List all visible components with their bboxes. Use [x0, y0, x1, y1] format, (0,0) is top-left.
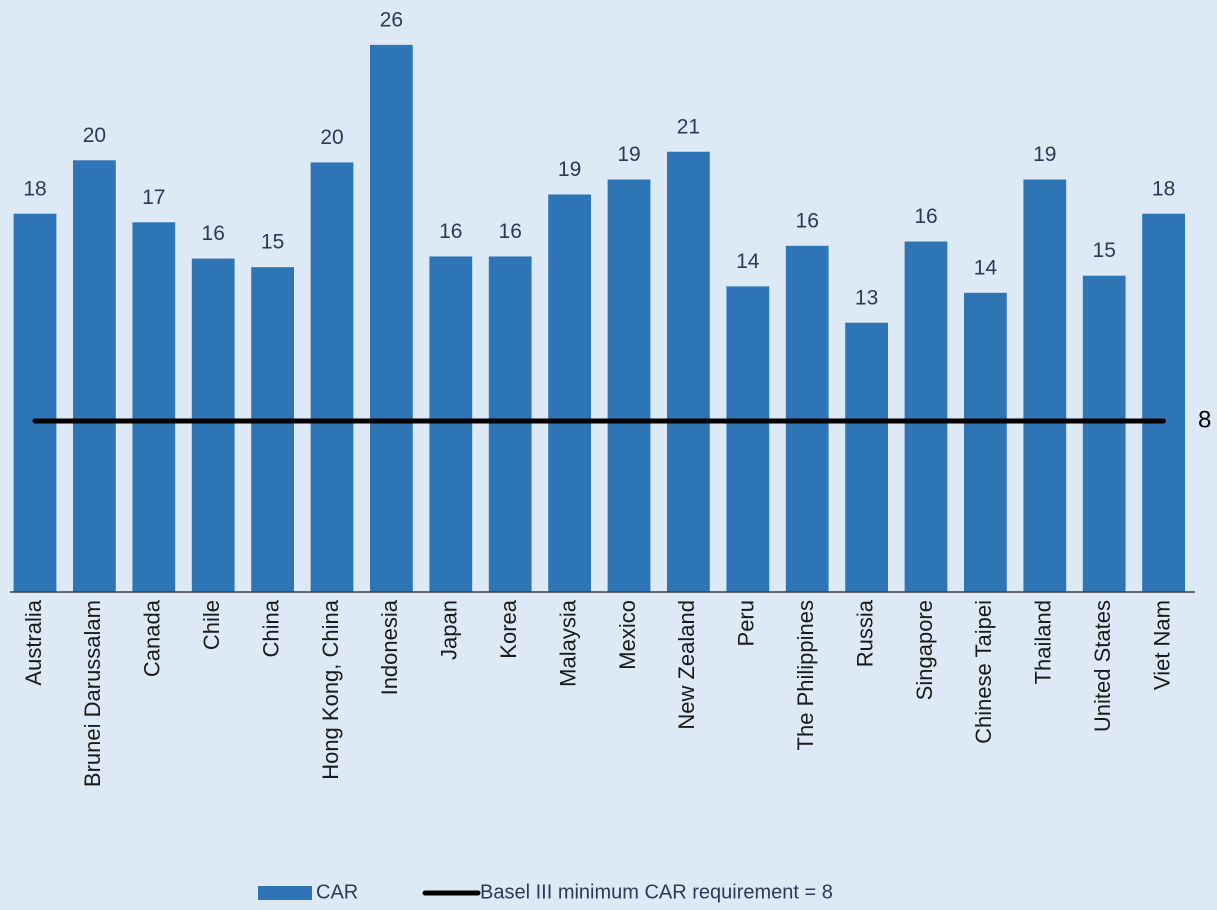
x-tick-label: Indonesia [377, 599, 402, 695]
x-tick-label: Korea [496, 599, 521, 658]
bar [1082, 275, 1126, 592]
x-tick-label: Thailand [1031, 600, 1056, 684]
legend-label: CAR [316, 881, 358, 903]
x-tick-label: Viet Nam [1149, 600, 1174, 690]
bar [251, 267, 294, 592]
bar [488, 256, 532, 592]
bar [1023, 179, 1067, 592]
data-label: 15 [261, 231, 284, 254]
x-tick-label: Peru [734, 600, 759, 646]
data-label: 14 [974, 256, 998, 279]
bar [310, 162, 354, 592]
bar [548, 194, 591, 592]
bar [1142, 213, 1185, 592]
data-label: 14 [736, 250, 760, 273]
data-label: 18 [1152, 177, 1175, 200]
legend-swatch [258, 886, 312, 900]
data-label: 18 [23, 177, 46, 200]
bar [370, 44, 413, 593]
threshold-label: 8 [1198, 406, 1211, 433]
x-tick-label: Chile [199, 600, 224, 650]
data-label: 16 [499, 220, 522, 243]
data-label: 16 [914, 205, 937, 228]
x-tick-label: Malaysia [555, 599, 580, 687]
data-label: 17 [142, 186, 165, 209]
x-tick-label: Mexico [615, 600, 640, 670]
x-tick-label: Russia [852, 599, 877, 667]
bar [132, 222, 176, 592]
data-label: 26 [380, 8, 403, 31]
bar [191, 258, 235, 592]
x-tick-label: Japan [437, 600, 462, 660]
bar [964, 292, 1007, 592]
data-label: 19 [617, 143, 640, 166]
data-label: 20 [320, 126, 343, 149]
x-tick-label: Australia [21, 599, 46, 685]
data-label: 16 [796, 209, 819, 232]
data-label: 16 [202, 222, 225, 245]
data-label: 20 [83, 124, 106, 147]
bar [13, 213, 57, 592]
legend-label: Basel III minimum CAR requirement = 8 [480, 881, 833, 903]
x-tick-label: Hong Kong, China [318, 599, 343, 780]
data-label: 13 [855, 286, 878, 309]
bar [667, 151, 710, 593]
bar [845, 322, 888, 592]
bar [904, 241, 948, 592]
data-label: 16 [439, 220, 462, 243]
data-label: 19 [1033, 143, 1056, 166]
x-tick-label: Chinese Taipei [971, 600, 996, 744]
x-tick-label: United States [1090, 600, 1115, 732]
bar [607, 179, 651, 592]
x-tick-label: Canada [140, 599, 165, 677]
bar [73, 160, 116, 592]
bar [429, 256, 473, 592]
bar [726, 286, 770, 592]
x-tick-label: Brunei Darussalam [80, 600, 105, 787]
data-label: 21 [677, 115, 700, 138]
data-label: 19 [558, 158, 581, 181]
x-tick-label: China [258, 599, 283, 657]
x-tick-label: Singapore [912, 600, 937, 700]
x-tick-label: The Philippines [793, 600, 818, 750]
data-label: 15 [1093, 239, 1116, 262]
x-tick-label: New Zealand [674, 600, 699, 730]
